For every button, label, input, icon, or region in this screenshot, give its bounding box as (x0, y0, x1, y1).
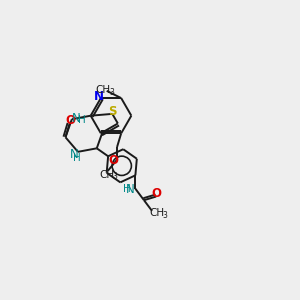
Text: H: H (73, 153, 81, 163)
Text: CH: CH (149, 208, 165, 218)
Text: H: H (123, 184, 130, 194)
Text: N: N (94, 90, 104, 103)
Text: 3: 3 (110, 88, 114, 97)
Text: CH: CH (99, 170, 114, 180)
Text: H: H (78, 115, 86, 125)
Text: O: O (152, 187, 162, 200)
Text: 3: 3 (112, 172, 117, 182)
Text: O: O (65, 114, 75, 127)
Text: O: O (108, 154, 118, 167)
Text: N: N (126, 183, 135, 196)
Text: CH: CH (95, 85, 110, 95)
Text: S: S (109, 105, 117, 118)
Text: 3: 3 (163, 211, 167, 220)
Text: N: N (69, 148, 78, 160)
Text: N: N (72, 112, 80, 124)
